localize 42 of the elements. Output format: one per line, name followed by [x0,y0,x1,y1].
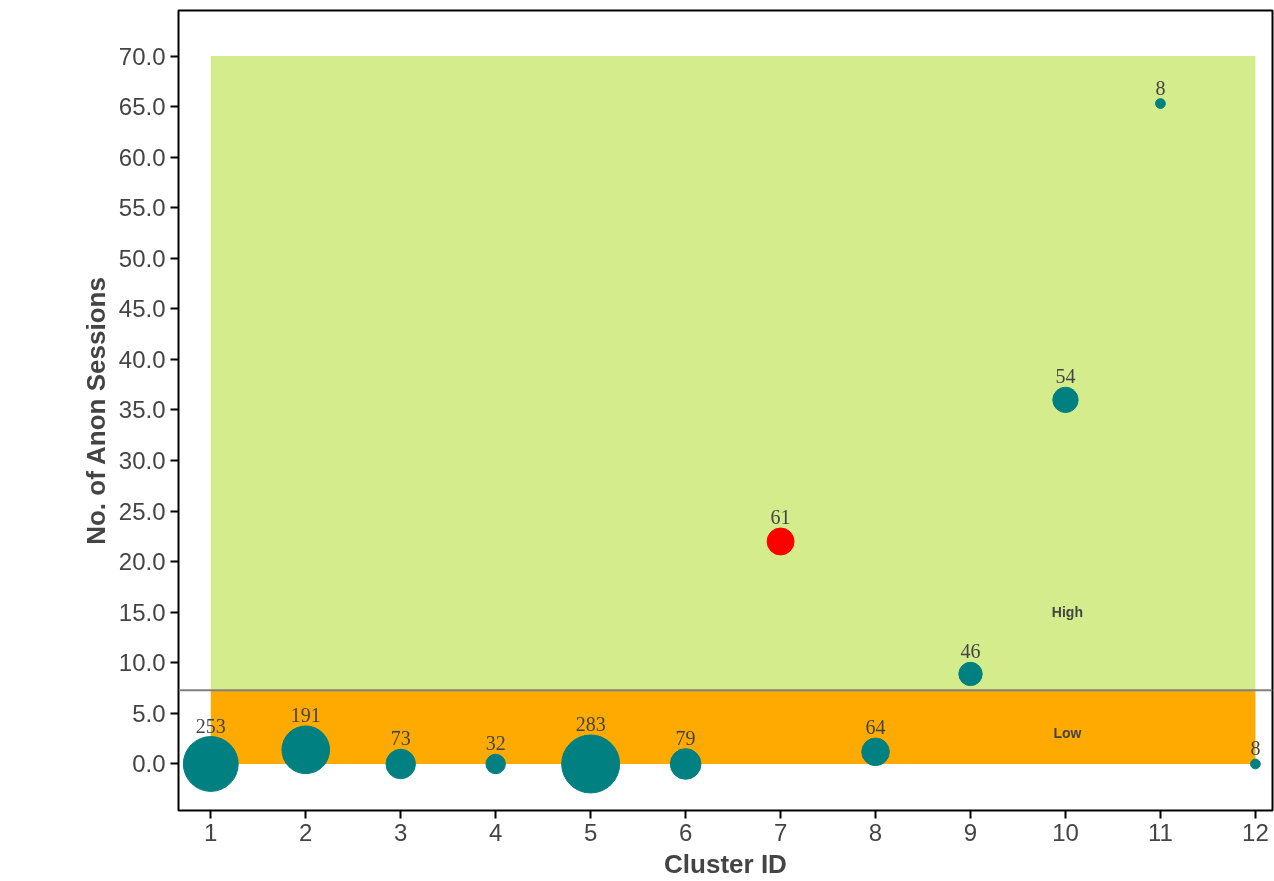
band-label: High [1051,604,1083,621]
x-tick-label: 9 [963,818,978,846]
x-tick-label: 8 [868,818,883,846]
y-tick-label: 5.0 [132,699,166,727]
x-axis-title: Cluster ID [664,848,787,879]
y-tick-label: 40.0 [118,345,166,373]
data-label: 46 [960,640,981,663]
x-tick-label: 7 [773,818,788,846]
x-tick-label: 10 [1052,818,1079,846]
x-tick-label: 2 [299,818,313,846]
y-tick-label: 0.0 [132,750,166,778]
data-label: 54 [1055,365,1076,388]
data-label: 64 [865,716,886,739]
y-tick-label: 15.0 [118,598,166,626]
y-tick-label: 55.0 [118,194,166,222]
x-tick-label: 11 [1147,818,1173,846]
data-label: 283 [575,712,606,735]
y-axis-title: No. of Anon Sessions [80,277,111,545]
data-label: 8 [1155,76,1166,99]
y-tick-label: 20.0 [118,548,166,576]
y-tick-label: 60.0 [118,143,166,171]
y-tick-label: 65.0 [118,93,166,121]
x-tick-label: 6 [678,818,693,846]
x-tick-label: 1 [204,818,218,846]
data-label: 73 [390,727,411,750]
y-tick-label: 45.0 [118,295,166,323]
x-tick-label: 4 [489,818,503,846]
x-tick-label: 12 [1242,818,1269,846]
data-label: 8 [1250,737,1261,760]
x-tick-label: 3 [394,818,408,846]
x-tick-label: 5 [583,818,598,846]
data-label: 79 [675,726,696,749]
data-label: 191 [290,703,321,726]
y-tick-label: 10.0 [118,649,166,677]
y-tick-label: 30.0 [118,447,166,475]
data-label: 61 [770,506,791,529]
data-label: 32 [485,732,506,755]
y-tick-label: 35.0 [118,396,166,424]
y-tick-label: 50.0 [118,244,166,272]
band-label: Low [1053,724,1082,741]
y-tick-label: 70.0 [118,42,166,70]
y-tick-label: 25.0 [118,497,166,525]
